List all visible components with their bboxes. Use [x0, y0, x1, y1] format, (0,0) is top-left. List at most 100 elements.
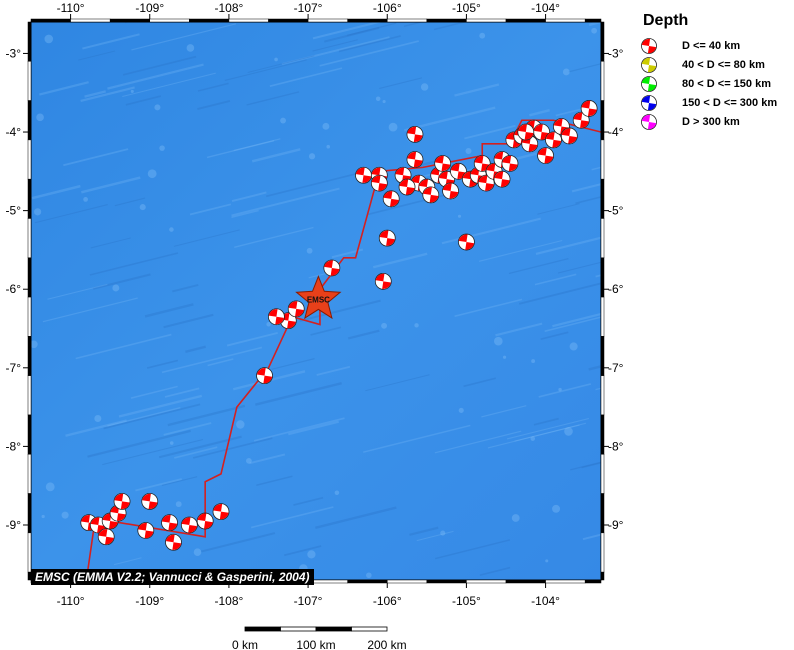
lon-tick-label-top: -109°	[135, 1, 164, 15]
lat-tick-label-right: -6°	[608, 282, 624, 296]
focal-mechanism[interactable]	[517, 123, 535, 141]
lat-tick-label-left: -3°	[6, 46, 22, 60]
legend-beachball[interactable]	[641, 37, 657, 54]
focal-mechanism[interactable]	[212, 503, 230, 521]
legend-item: D <= 40 km	[640, 36, 790, 55]
focal-mechanism[interactable]	[458, 233, 475, 251]
axis-ticks: -110° -110° -109° -109° -108° -108° -107° -107°…	[6, 1, 624, 608]
lon-tick-label-top: -108°	[215, 1, 244, 15]
legend-item: 150 < D <= 300 km	[640, 93, 790, 112]
legend-item-label: 40 < D <= 80 km	[682, 58, 765, 71]
focal-mechanism[interactable]	[572, 111, 590, 129]
beachball-icon	[641, 37, 657, 54]
lat-tick-label-right: -8°	[608, 439, 624, 453]
lon-tick-label-bottom: -105°	[452, 594, 481, 608]
focal-mechanism-layer	[80, 100, 598, 551]
scale-bar-label: 0 km	[232, 638, 258, 650]
lon-tick-label-top: -105°	[452, 1, 481, 15]
focal-mechanism[interactable]	[521, 135, 539, 153]
focal-mechanism[interactable]	[287, 300, 305, 318]
lon-tick-label-top: -107°	[294, 1, 323, 15]
beachball-icon	[641, 113, 657, 130]
focal-mechanism[interactable]	[493, 170, 511, 188]
focal-mechanism[interactable]	[382, 190, 400, 208]
focal-mechanism[interactable]	[501, 155, 519, 172]
lon-tick-label-top: -110°	[57, 1, 85, 15]
lat-tick-label-right: -7°	[608, 361, 624, 375]
legend-title: Depth	[643, 12, 689, 29]
focal-mechanism[interactable]	[370, 174, 388, 192]
beachball-icon	[641, 75, 657, 92]
focal-mechanism[interactable]	[537, 147, 554, 165]
legend-item: 80 < D <= 150 km	[640, 74, 790, 93]
credit-label: EMSC (EMMA V2.2; Vannucci & Gasperini, 2…	[31, 569, 314, 585]
focal-mechanism[interactable]	[406, 151, 424, 168]
scale-bar: 0 km 100 km 200 km	[232, 626, 407, 650]
scale-bar-label: 200 km	[367, 638, 406, 650]
lon-tick-label-top: -104°	[531, 1, 560, 15]
lat-tick-label-left: -8°	[6, 439, 22, 453]
focal-mechanism[interactable]	[545, 131, 562, 149]
lat-tick-label-left: -5°	[6, 204, 22, 218]
legend-item: D > 300 km	[640, 112, 790, 131]
lon-tick-label-bottom: -109°	[135, 594, 164, 608]
focal-mechanism[interactable]	[450, 162, 467, 180]
lon-tick-label-bottom: -108°	[215, 594, 244, 608]
legend-item: 40 < D <= 80 km	[640, 55, 790, 74]
focal-mechanism[interactable]	[97, 528, 115, 546]
focal-mechanism[interactable]	[477, 174, 495, 192]
epicenter-star[interactable]: EMSC	[295, 275, 342, 320]
beachball-icon	[641, 94, 657, 111]
lat-tick-label-left: -9°	[6, 518, 22, 532]
lon-tick-label-bottom: -106°	[373, 594, 402, 608]
focal-mechanism[interactable]	[355, 166, 372, 184]
legend-item-label: 80 < D <= 150 km	[682, 77, 771, 90]
legend-beachball[interactable]	[641, 113, 657, 130]
legend-item-label: 150 < D <= 300 km	[682, 96, 778, 109]
focal-mechanism[interactable]	[268, 308, 285, 326]
lat-tick-label-right: -9°	[608, 518, 624, 532]
focal-mechanism[interactable]	[161, 514, 178, 532]
focal-mechanism[interactable]	[422, 186, 440, 204]
lat-tick-label-right: -5°	[608, 204, 624, 218]
focal-mechanism[interactable]	[442, 182, 459, 200]
focal-mechanism[interactable]	[141, 493, 159, 510]
focal-mechanism[interactable]	[560, 127, 578, 145]
lat-tick-label-right: -3°	[608, 46, 624, 60]
lon-tick-label-top: -106°	[373, 1, 402, 15]
focal-mechanism[interactable]	[323, 259, 341, 277]
depth-legend: Depth D <= 40 km 40 < D <= 80 km 80 < D <=…	[640, 12, 790, 131]
focal-mechanism[interactable]	[137, 522, 155, 539]
focal-mechanism[interactable]	[180, 516, 198, 534]
focal-mechanism[interactable]	[533, 123, 551, 141]
lon-tick-label-bottom: -104°	[531, 594, 560, 608]
focal-mechanism[interactable]	[406, 125, 424, 143]
map-frame	[27, 18, 605, 584]
legend-item-label: D <= 40 km	[682, 39, 741, 52]
focal-mechanism[interactable]	[113, 493, 131, 510]
epicenter-label: EMSC	[307, 295, 330, 304]
focal-mechanism[interactable]	[398, 178, 416, 196]
legend-beachball[interactable]	[641, 94, 657, 111]
focal-mechanism[interactable]	[165, 533, 182, 551]
legend-beachball[interactable]	[641, 75, 657, 92]
scale-bar-label: 100 km	[296, 638, 335, 650]
focal-mechanism[interactable]	[196, 512, 214, 530]
beachball-icon	[641, 56, 657, 73]
legend-beachball[interactable]	[641, 56, 657, 73]
bathymetry-relief	[31, 22, 601, 579]
lat-tick-label-right: -4°	[608, 125, 624, 139]
lon-tick-label-bottom: -110°	[57, 594, 85, 608]
lat-tick-label-left: -4°	[6, 125, 22, 139]
lat-tick-label-left: -7°	[6, 361, 22, 375]
focal-mechanism[interactable]	[434, 155, 452, 172]
focal-mechanism[interactable]	[374, 272, 392, 290]
legend-item-label: D > 300 km	[682, 115, 740, 128]
focal-mechanism[interactable]	[256, 367, 273, 385]
focal-mechanism[interactable]	[378, 229, 396, 247]
epicenter-star-shape	[295, 275, 342, 320]
focal-mechanism[interactable]	[580, 100, 598, 117]
lat-tick-label-left: -6°	[6, 282, 22, 296]
focal-mechanism[interactable]	[473, 155, 491, 172]
